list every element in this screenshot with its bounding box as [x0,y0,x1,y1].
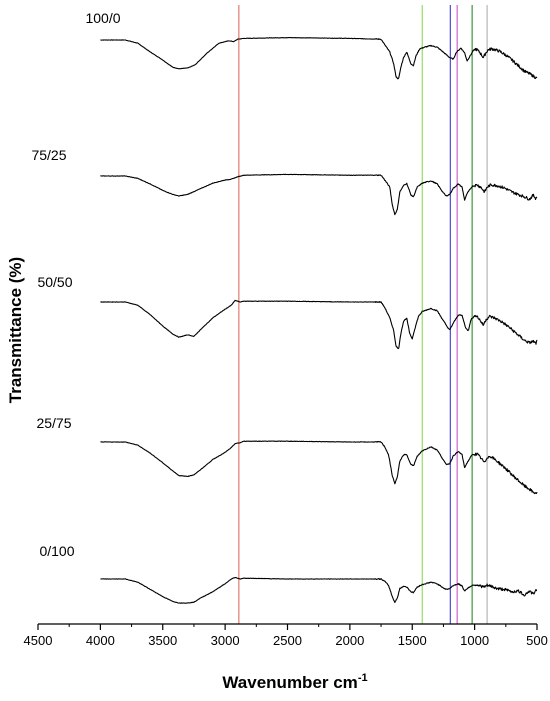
x-tick-label: 4000 [86,633,115,648]
spectrum-0-100 [100,576,538,604]
x-tick-label: 1500 [398,633,427,648]
x-tick-label: 500 [526,633,548,648]
series-label: 50/50 [37,274,72,290]
spectrum-75-25 [100,173,538,216]
x-tick-label: 1000 [460,633,489,648]
x-tick-label: 3500 [148,633,177,648]
x-tick-label: 2000 [335,633,364,648]
y-axis-title: Transmittance (%) [6,257,25,403]
series-labels: 100/0 75/25 50/50 25/75 0/100 [31,10,120,559]
x-tick-label: 3000 [211,633,240,648]
x-axis-title: Wavenumber cm-1 [222,672,367,692]
series-label: 100/0 [85,10,120,26]
x-axis-ticks: 4500 4000 3500 3000 2500 2000 1500 1000 500 [24,624,548,648]
spectrum-50-50 [100,299,538,350]
spectrum-25-75 [100,440,538,495]
series-label: 25/75 [36,415,71,431]
series-label: 75/25 [31,147,66,163]
x-tick-label: 4500 [24,633,53,648]
x-axis-title-superscript: -1 [358,672,368,684]
series-label: 0/100 [39,543,74,559]
spectra [100,36,538,604]
x-axis-title-text: Wavenumber cm [222,673,357,692]
reference-lines [238,5,488,624]
x-tick-label: 2500 [273,633,302,648]
spectrum-100-0 [100,36,538,80]
